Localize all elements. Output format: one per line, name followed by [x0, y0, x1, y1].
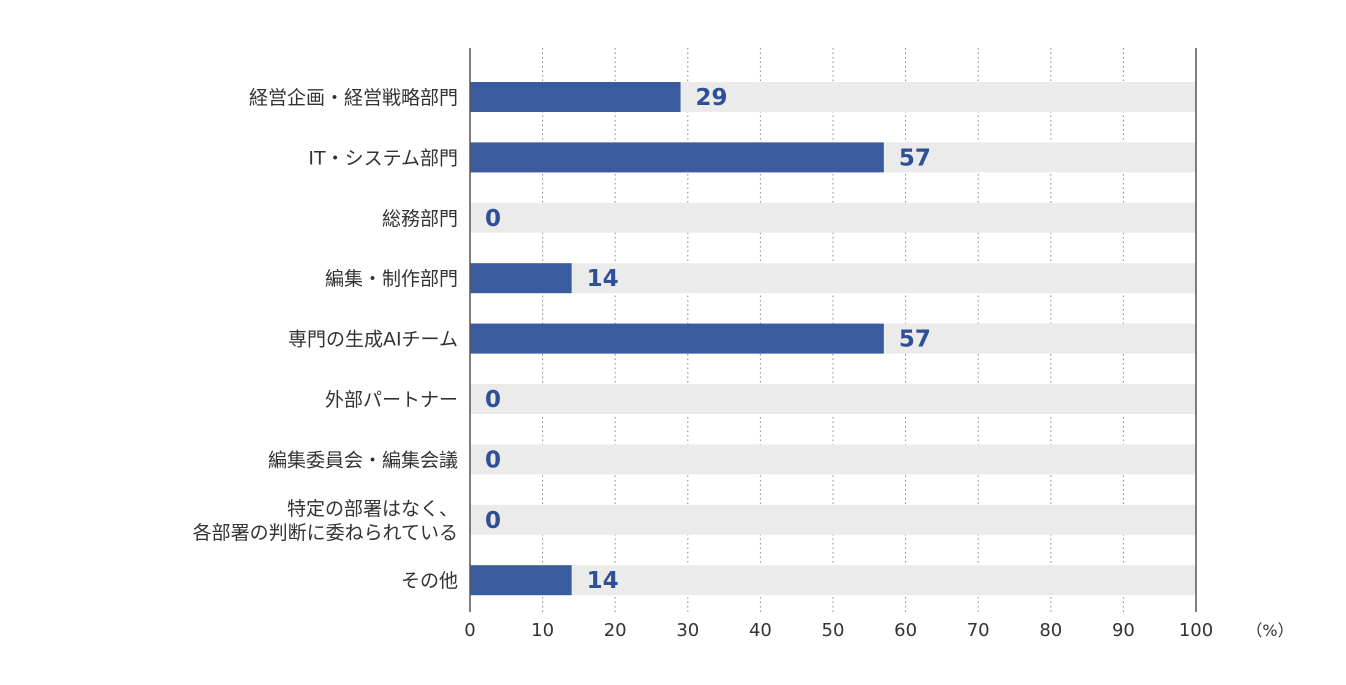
value-label: 0	[485, 508, 501, 534]
bar-track	[470, 444, 1196, 475]
value-label: 29	[696, 85, 728, 111]
bar	[470, 142, 884, 173]
x-tick-label: 90	[1112, 620, 1135, 641]
bar-track	[470, 565, 1196, 596]
x-tick-label: 10	[531, 620, 554, 641]
x-tick-labels: 0 10 20 30 40 50 60 70 80 90 100	[464, 620, 1213, 641]
x-tick-label: 70	[967, 620, 990, 641]
value-label: 57	[899, 327, 931, 353]
category-label: 編集委員会・編集会議	[268, 449, 458, 471]
x-tick-label: 30	[676, 620, 699, 641]
value-label: 0	[485, 387, 501, 413]
bars	[470, 82, 884, 596]
x-tick-label: 100	[1179, 620, 1213, 641]
value-labels: 29 57 0 14 57 0 0 0 14	[485, 85, 931, 594]
bar-track	[470, 384, 1196, 414]
category-label: 総務部門	[382, 208, 458, 230]
category-label: IT・システム部門	[308, 147, 458, 169]
category-label: その他	[401, 570, 458, 592]
bar-track	[470, 263, 1196, 294]
value-label: 57	[899, 145, 931, 171]
category-label: 外部パートナー	[325, 389, 458, 411]
value-label: 14	[587, 266, 619, 292]
x-tick-label: 0	[464, 620, 475, 641]
bar-track	[470, 202, 1196, 233]
category-label: 各部署の判断に委ねられている	[193, 522, 458, 544]
category-labels: 経営企画・経営戦略部門 IT・システム部門総務部門編集・制作部門専門の生成AIチー…	[193, 87, 458, 592]
bar	[470, 565, 572, 596]
category-label: 特定の部署はなく、	[287, 498, 458, 520]
category-label: 編集・制作部門	[325, 268, 458, 290]
x-tick-label: 50	[822, 620, 845, 641]
category-label: 経営企画・経営戦略部門	[249, 87, 458, 109]
bar	[470, 263, 572, 294]
x-tick-label: 80	[1039, 620, 1062, 641]
bar-track	[470, 504, 1196, 535]
x-tick-label: 20	[604, 620, 627, 641]
x-tick-label: 40	[749, 620, 772, 641]
bar	[470, 323, 884, 354]
value-label: 0	[485, 447, 501, 473]
x-unit-label: （%）	[1246, 621, 1293, 640]
value-label: 14	[587, 568, 619, 594]
axes	[469, 48, 1197, 612]
bar	[470, 82, 681, 112]
category-label: 専門の生成AIチーム	[288, 329, 458, 351]
value-label: 0	[485, 206, 501, 232]
x-tick-label: 60	[894, 620, 917, 641]
